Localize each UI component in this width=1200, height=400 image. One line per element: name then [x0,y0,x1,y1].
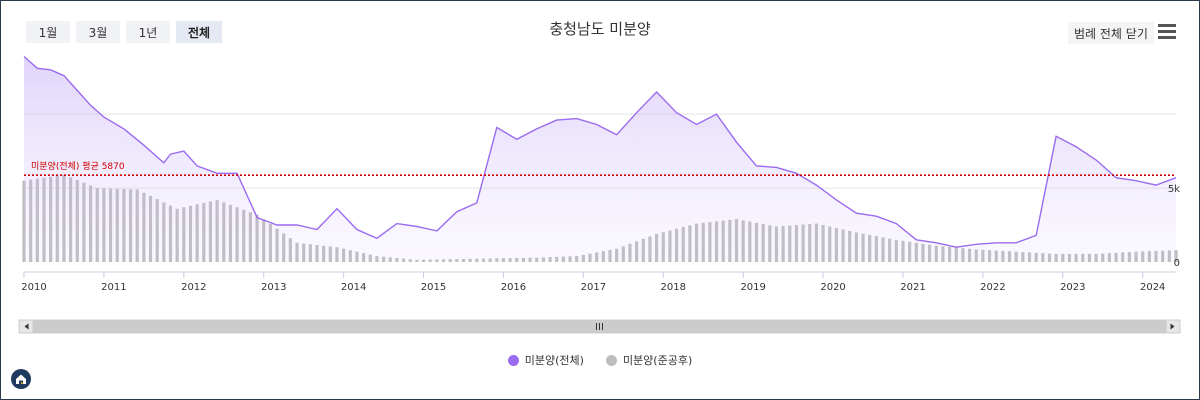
legend-marker-total [507,354,519,366]
legend-item-completed[interactable]: 미분양(준공후) [605,352,693,368]
chevron-left-icon [24,323,29,330]
tab-all[interactable]: 전체 [176,21,223,43]
x-tick-label: 2023 [1060,282,1085,293]
line-total [23,55,1177,248]
legend-label-total: 미분양(전체) [524,354,584,367]
x-tick-label: 2019 [740,282,765,293]
area-total [24,56,1176,262]
x-tick-label: 2021 [900,282,925,293]
x-tick-label: 2010 [21,282,46,293]
x-tick-label: 2017 [581,282,606,293]
legend-label-completed: 미분양(준공후) [622,354,693,367]
x-tick-label: 2012 [181,282,206,293]
legend-toggle-button[interactable]: 범례 전체 닫기 [1068,22,1154,44]
chevron-right-icon [1170,323,1175,330]
x-tick-label: 2024 [1140,282,1165,293]
tab-3-months[interactable]: 3월 [76,21,120,43]
legend-marker-completed [605,354,617,366]
x-tick-label: 2016 [501,282,526,293]
tab-1-month[interactable]: 1월 [26,21,70,43]
x-tick-label: 2014 [341,282,366,293]
x-tick-label: 2013 [261,282,286,293]
x-tick-label: 2015 [421,282,446,293]
hamburger-icon[interactable] [1158,24,1176,40]
y-tick-label: 5k [1168,184,1180,195]
chart-title: 충청남도 미분양 [549,20,651,38]
range-tabs: 1월 3월 1년 전체 [26,21,223,43]
y-tick-label: 0 [1174,258,1180,269]
x-tick-label: 2011 [101,282,126,293]
x-tick-label: 2020 [820,282,845,293]
home-icon[interactable] [11,369,31,389]
scrollbar[interactable] [18,319,1181,334]
tab-1-year[interactable]: 1년 [126,21,170,43]
legend: 미분양(전체) 미분양(준공후) [0,352,1200,368]
x-tick-label: 2018 [661,282,686,293]
legend-item-total[interactable]: 미분양(전체) [507,352,584,368]
average-label: 미분양(전체) 평균 5870 [31,161,125,172]
x-tick-label: 2022 [980,282,1005,293]
